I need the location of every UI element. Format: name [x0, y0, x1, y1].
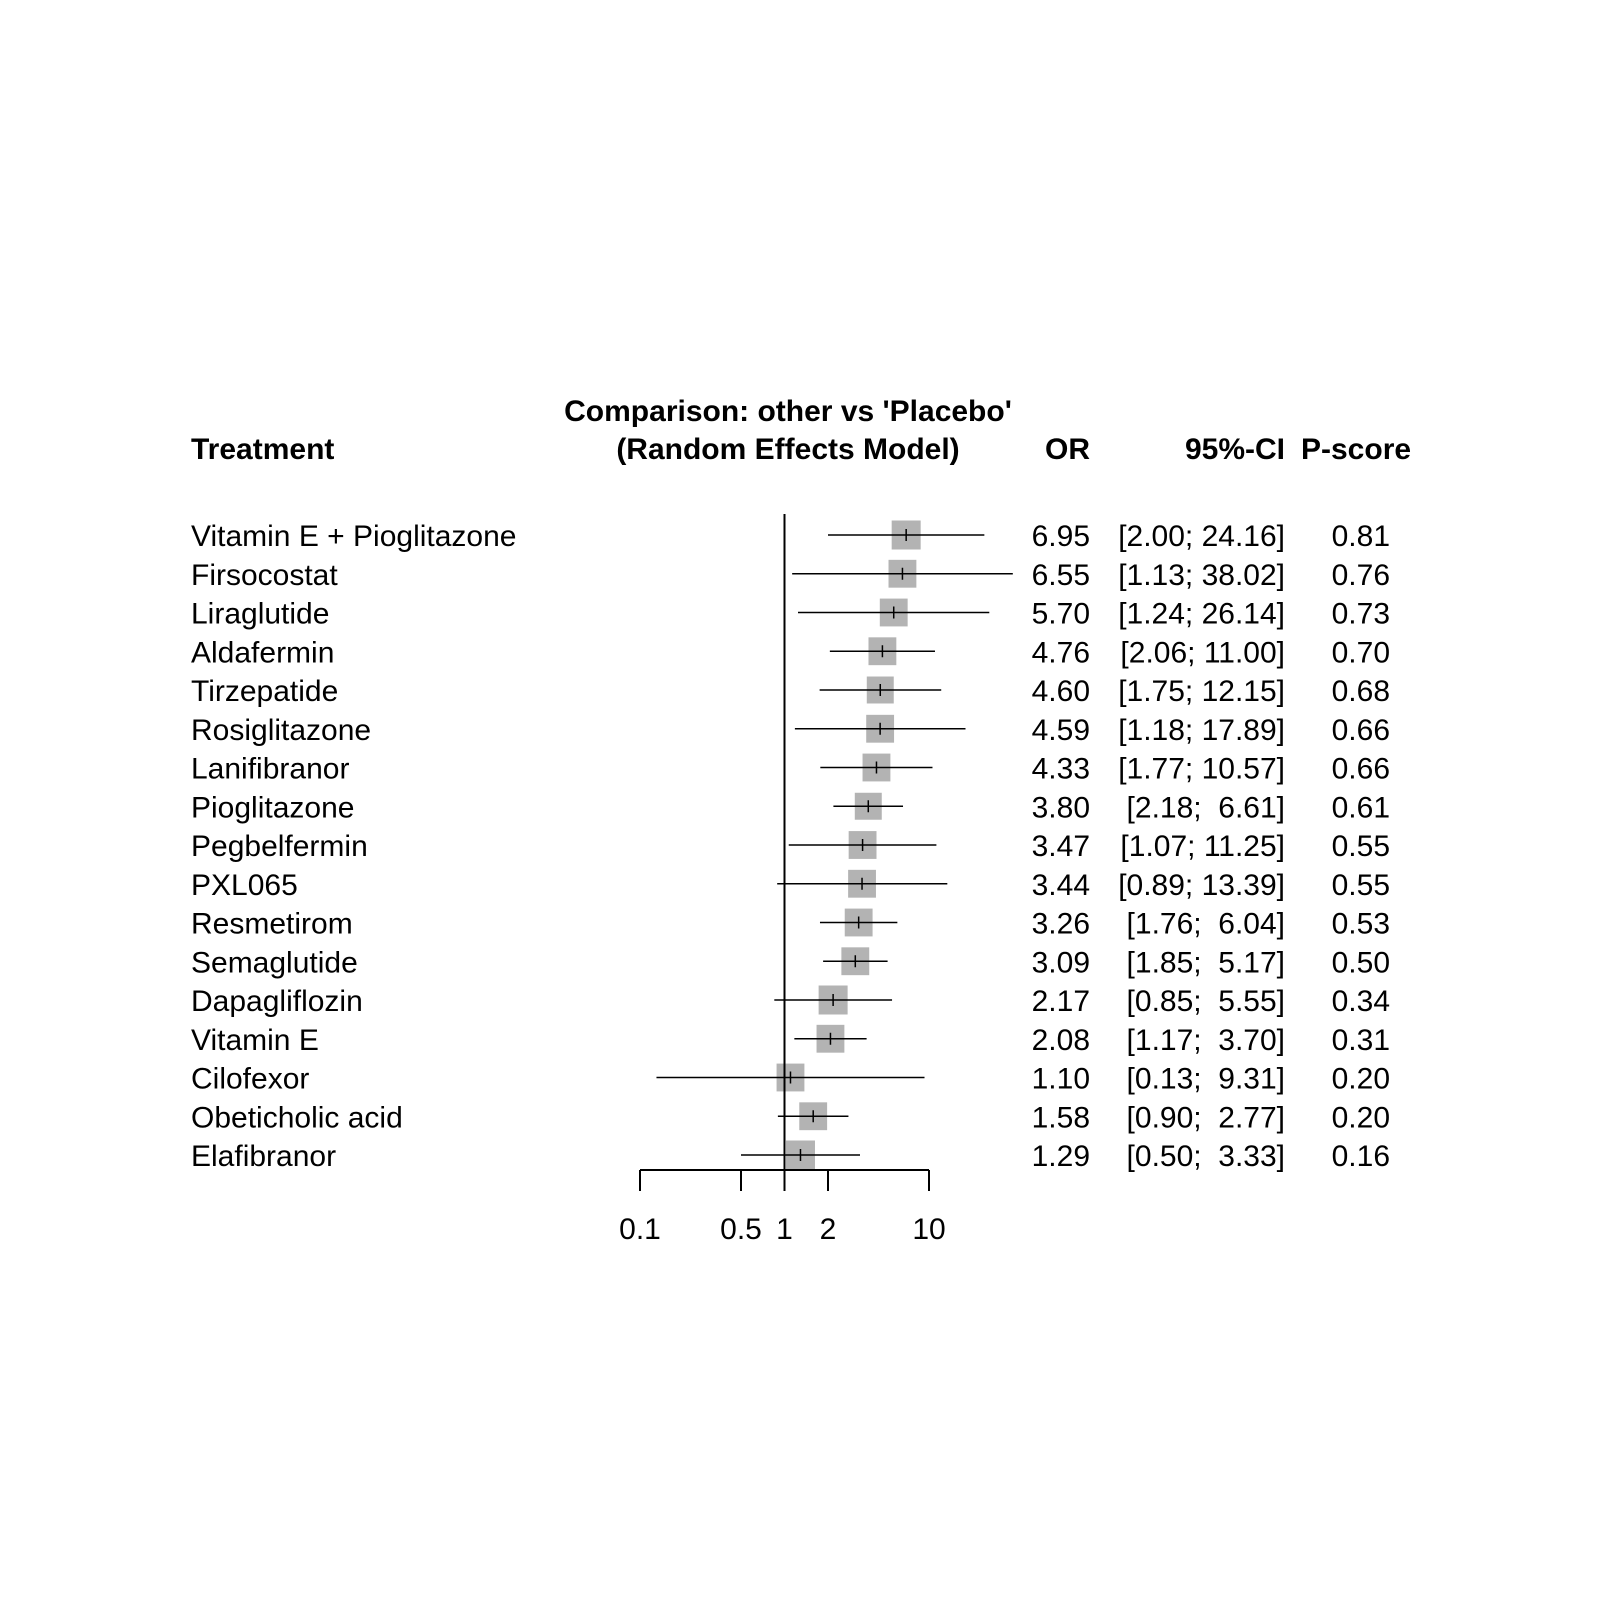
ci-value: [0.85; 5.55] [1127, 985, 1285, 1018]
or-value: 4.76 [1032, 636, 1090, 669]
pscore-value: 0.53 [1332, 908, 1390, 941]
ci-value: [1.17; 3.70] [1127, 1024, 1285, 1057]
or-value: 2.08 [1032, 1024, 1090, 1057]
ci-value: [0.50; 3.33] [1127, 1140, 1285, 1173]
or-value: 2.17 [1032, 985, 1090, 1018]
treatment-label: Vitamin E [191, 1024, 319, 1057]
or-value: 1.58 [1032, 1101, 1090, 1134]
pscore-value: 0.55 [1332, 869, 1390, 902]
ci-value: [1.76; 6.04] [1127, 908, 1285, 941]
ci-value: [1.13; 38.02] [1118, 559, 1285, 592]
pscore-value: 0.34 [1332, 985, 1390, 1018]
header-comparison-line1: Comparison: other vs 'Placebo' [564, 395, 1012, 428]
pscore-value: 0.81 [1332, 520, 1390, 553]
x-tick-label: 1 [776, 1213, 793, 1246]
header-treatment: Treatment [191, 433, 334, 466]
or-value: 4.59 [1032, 714, 1090, 747]
pscore-value: 0.16 [1332, 1140, 1390, 1173]
treatment-label: Lanifibranor [191, 753, 349, 786]
pscore-value: 0.20 [1332, 1063, 1390, 1096]
ci-value: [1.18; 17.89] [1118, 714, 1285, 747]
or-value: 3.26 [1032, 908, 1090, 941]
pscore-value: 0.66 [1332, 753, 1390, 786]
treatment-label: Obeticholic acid [191, 1101, 403, 1134]
treatment-label: Dapagliflozin [191, 985, 363, 1018]
pscore-value: 0.55 [1332, 830, 1390, 863]
treatment-label: Tirzepatide [191, 675, 338, 708]
treatment-label: Semaglutide [191, 946, 358, 979]
row-text-layer: Vitamin E + Pioglitazone 6.95 [2.00; 24.16… [191, 520, 1390, 1173]
ci-value: [1.24; 26.14] [1118, 598, 1285, 631]
treatment-label: Elafibranor [191, 1140, 336, 1173]
or-value: 4.60 [1032, 675, 1090, 708]
treatment-label: Aldafermin [191, 636, 334, 669]
x-axis: 0.1 0.5 1 2 10 [619, 1169, 946, 1246]
ci-value: [2.00; 24.16] [1118, 520, 1285, 553]
ci-value: [0.13; 9.31] [1127, 1063, 1285, 1096]
or-value: 4.33 [1032, 753, 1090, 786]
pscore-value: 0.31 [1332, 1024, 1390, 1057]
treatment-label: Liraglutide [191, 598, 329, 631]
treatment-label: Firsocostat [191, 559, 338, 592]
treatment-label: Rosiglitazone [191, 714, 371, 747]
treatment-label: Vitamin E + Pioglitazone [191, 520, 516, 553]
ci-value: [2.18; 6.61] [1127, 791, 1285, 824]
or-value: 1.29 [1032, 1140, 1090, 1173]
or-value: 3.47 [1032, 830, 1090, 863]
ci-value: [0.89; 13.39] [1118, 869, 1285, 902]
treatment-label: PXL065 [191, 869, 298, 902]
treatment-label: Pegbelfermin [191, 830, 368, 863]
or-value: 6.95 [1032, 520, 1090, 553]
x-tick-label: 10 [912, 1213, 945, 1246]
pscore-value: 0.70 [1332, 636, 1390, 669]
ci-value: [2.06; 11.00] [1120, 636, 1285, 669]
or-value: 3.44 [1032, 869, 1090, 902]
x-tick-label: 2 [820, 1213, 837, 1246]
pscore-value: 0.76 [1332, 559, 1390, 592]
pscore-value: 0.20 [1332, 1101, 1390, 1134]
ci-value: [1.75; 12.15] [1118, 675, 1285, 708]
header-pscore: P-score [1301, 433, 1411, 466]
ci-value: [1.07; 11.25] [1120, 830, 1285, 863]
pscore-value: 0.66 [1332, 714, 1390, 747]
x-tick-label: 0.5 [720, 1213, 762, 1246]
pscore-value: 0.61 [1332, 791, 1390, 824]
ci-value: [0.90; 2.77] [1127, 1101, 1285, 1134]
treatment-label: Resmetirom [191, 908, 353, 941]
x-tick-label: 0.1 [619, 1213, 661, 1246]
ci-value: [1.85; 5.17] [1127, 946, 1285, 979]
header-ci: 95%-CI [1185, 433, 1285, 466]
ci-value: [1.77; 10.57] [1118, 753, 1285, 786]
ci-line-layer [656, 529, 1013, 1161]
or-value: 5.70 [1032, 598, 1090, 631]
pscore-value: 0.73 [1332, 598, 1390, 631]
or-value: 6.55 [1032, 559, 1090, 592]
treatment-label: Cilofexor [191, 1063, 309, 1096]
or-value: 3.09 [1032, 946, 1090, 979]
or-value: 3.80 [1032, 791, 1090, 824]
header-or: OR [1045, 433, 1090, 466]
treatment-label: Pioglitazone [191, 791, 354, 824]
pscore-value: 0.50 [1332, 946, 1390, 979]
header-comparison-line2: (Random Effects Model) [616, 433, 959, 466]
or-value: 1.10 [1032, 1063, 1090, 1096]
pscore-value: 0.68 [1332, 675, 1390, 708]
